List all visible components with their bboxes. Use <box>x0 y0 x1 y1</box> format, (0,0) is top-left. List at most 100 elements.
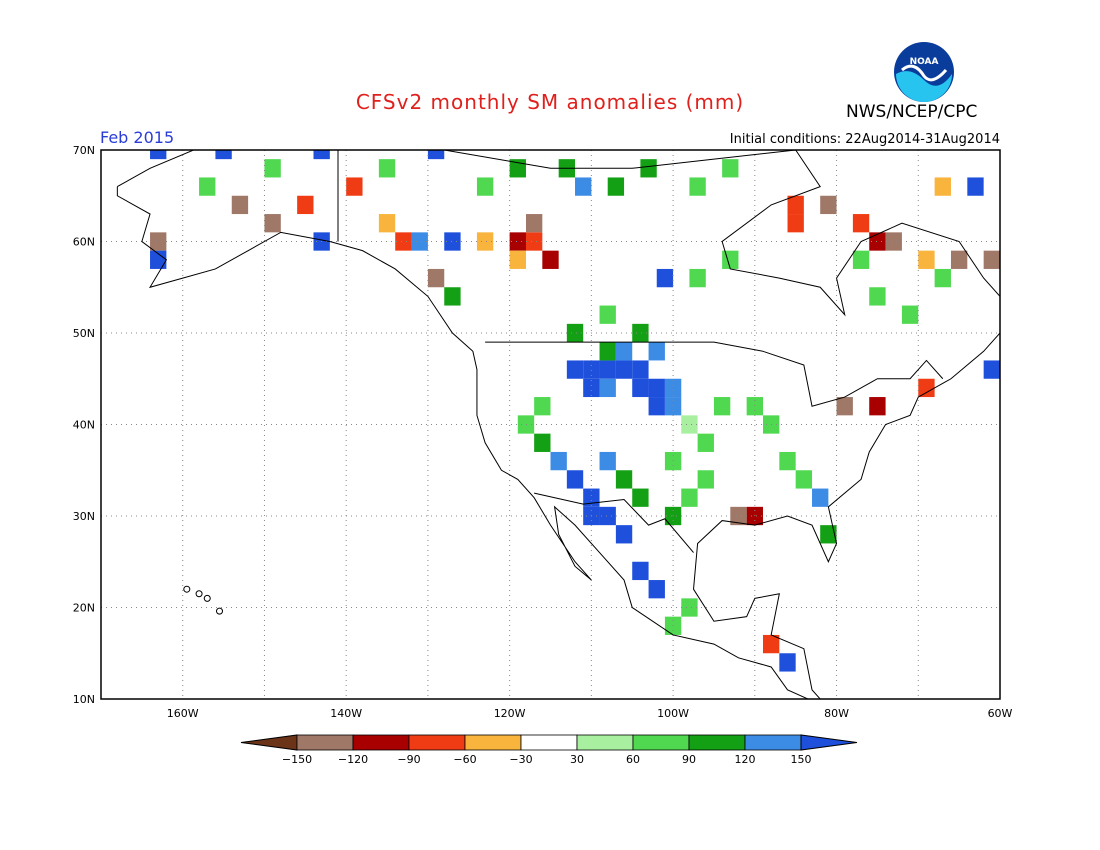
anomaly-cell <box>542 250 559 269</box>
longitude-label: 100W <box>657 707 689 720</box>
agency-label: NWS/NCEP/CPC <box>846 102 978 122</box>
anomaly-cell <box>713 397 731 416</box>
colorbar-label: −30 <box>509 753 532 766</box>
colorbar-label: −150 <box>282 753 312 766</box>
longitude-label: 80W <box>824 707 849 720</box>
anomaly-cell <box>918 378 935 398</box>
anomaly-cell <box>615 525 633 544</box>
border-line <box>485 341 944 407</box>
colorbar: −150 −120 −90 −60 −30 30 60 90 120 150 <box>240 734 858 766</box>
anomaly-cell <box>812 488 829 507</box>
anomaly-cell <box>632 561 649 581</box>
anomaly-cells <box>150 150 1000 699</box>
colorbar-segment <box>408 734 466 751</box>
anomaly-cell <box>150 250 167 269</box>
latitude-label: 40N <box>73 419 95 432</box>
anomaly-cell <box>852 214 870 233</box>
latitude-label: 60N <box>73 236 95 249</box>
anomaly-cell <box>525 232 543 251</box>
map-title: CFSv2 monthly SM anomalies (mm) <box>355 90 745 114</box>
anomaly-cell <box>346 177 363 196</box>
anomaly-cell <box>427 150 445 160</box>
anomaly-cell <box>395 232 412 251</box>
anomaly-cell <box>575 177 592 196</box>
anomaly-cell <box>607 177 625 196</box>
anomaly-cell <box>534 397 551 416</box>
anomaly-cell <box>509 250 526 269</box>
anomaly-cell <box>664 451 682 471</box>
anomaly-cell <box>648 378 665 398</box>
anomaly-cell <box>836 397 853 416</box>
anomaly-cell <box>648 397 665 416</box>
colorbar-arrow-low <box>240 734 298 751</box>
anomaly-cell <box>444 287 461 306</box>
latitude-label: 10N <box>73 693 95 706</box>
colorbar-label: −90 <box>397 753 420 766</box>
island <box>203 594 211 602</box>
anomaly-cell <box>583 360 600 379</box>
anomaly-cell <box>779 653 796 672</box>
anomaly-cell <box>681 598 698 617</box>
svg-text:NOAA: NOAA <box>910 57 939 67</box>
island <box>216 607 224 615</box>
anomaly-cell <box>762 634 780 654</box>
anomaly-cell <box>566 360 584 379</box>
latitude-label: 70N <box>73 144 95 157</box>
colorbar-arrow-high <box>800 734 858 751</box>
anomaly-cell <box>583 378 600 398</box>
anomaly-cell <box>648 580 665 599</box>
anomaly-cell <box>632 488 649 507</box>
anomaly-cell <box>689 177 706 196</box>
anomaly-cell <box>632 323 649 343</box>
coastlines <box>116 150 1000 699</box>
anomaly-cell <box>297 195 314 215</box>
anomaly-cell <box>795 689 813 699</box>
anomaly-cell <box>934 268 951 288</box>
anomaly-cell <box>444 232 461 251</box>
anomaly-cell <box>869 397 886 416</box>
longitude-label: 60W <box>988 707 1013 720</box>
colorbar-segment <box>352 734 410 751</box>
map-frame <box>100 149 1001 700</box>
anomaly-cell <box>599 451 616 471</box>
anomaly-cell <box>150 232 167 251</box>
anomaly-cell <box>681 415 698 434</box>
anomaly-cell <box>664 397 682 416</box>
longitude-label: 120W <box>494 707 526 720</box>
anomaly-cell <box>681 488 698 507</box>
anomaly-cell <box>746 397 763 416</box>
anomaly-cell <box>632 360 649 379</box>
anomaly-cell <box>983 360 1000 379</box>
anomaly-cell <box>231 195 249 215</box>
anomaly-cell <box>378 159 396 178</box>
anomaly-cell <box>199 232 216 251</box>
anomaly-cell <box>885 232 902 251</box>
anomaly-cell <box>730 506 747 526</box>
anomaly-cell <box>493 214 510 233</box>
anomaly-cell <box>566 470 584 489</box>
colorbar-segment <box>632 734 690 751</box>
colorbar-label: 120 <box>735 753 756 766</box>
anomaly-cell <box>599 360 616 379</box>
anomaly-cell <box>615 360 633 379</box>
anomaly-cell <box>264 214 281 233</box>
anomaly-cell <box>476 177 494 196</box>
longitude-labels: 160W 140W 120W 100W 80W 60W <box>167 707 1013 720</box>
anomaly-cell <box>697 470 714 489</box>
anomaly-cell <box>722 250 739 269</box>
anomaly-cell <box>264 159 281 178</box>
longitude-label: 160W <box>167 707 199 720</box>
anomaly-cell <box>950 250 968 269</box>
latitude-label: 50N <box>73 327 95 340</box>
anomaly-cell <box>820 195 837 215</box>
latitude-label: 30N <box>73 510 95 523</box>
colorbar-label: −60 <box>453 753 476 766</box>
anomaly-cell <box>525 214 543 233</box>
anomaly-cell <box>787 195 804 215</box>
forecast-period: Feb 2015 <box>100 128 175 147</box>
colorbar-segment <box>464 734 522 751</box>
anomaly-cell <box>664 378 682 398</box>
anomaly-cell <box>215 150 232 160</box>
anomaly-cell <box>632 378 649 398</box>
anomaly-cell <box>852 250 870 269</box>
